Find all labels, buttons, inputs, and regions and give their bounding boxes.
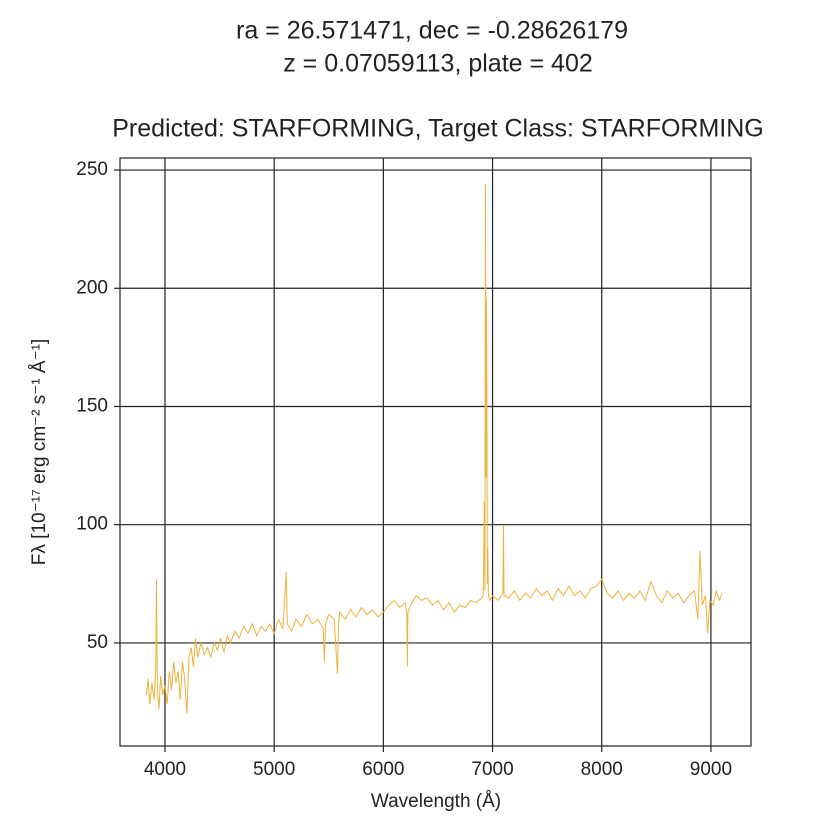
y-tick-label: 150 (76, 396, 108, 417)
x-tick-label: 5000 (253, 759, 295, 780)
y-tick-label: 200 (76, 277, 108, 298)
y-tick-label: 100 (76, 514, 108, 535)
spectrum-line (145, 184, 723, 714)
chart-title: ra = 26.571471, dec = -0.28626179 (236, 17, 628, 45)
x-tick-label: 8000 (581, 759, 623, 780)
plot-frame (119, 157, 752, 747)
x-tick-label: 6000 (362, 759, 404, 780)
x-tick-label: 4000 (144, 759, 186, 780)
y-tick-label: 50 (87, 632, 108, 653)
y-tick-label: 250 (76, 159, 108, 180)
y-axis-label: Fλ [10⁻¹⁷ erg cm⁻² s⁻¹ Å⁻¹] (29, 339, 50, 565)
x-tick-label: 9000 (690, 759, 732, 780)
chart-title: z = 0.07059113, plate = 402 (283, 50, 593, 78)
x-axis-label: Wavelength (Å) (371, 791, 501, 812)
x-tick-label: 7000 (471, 759, 513, 780)
chart-title: Predicted: STARFORMING, Target Class: ST… (112, 115, 764, 143)
